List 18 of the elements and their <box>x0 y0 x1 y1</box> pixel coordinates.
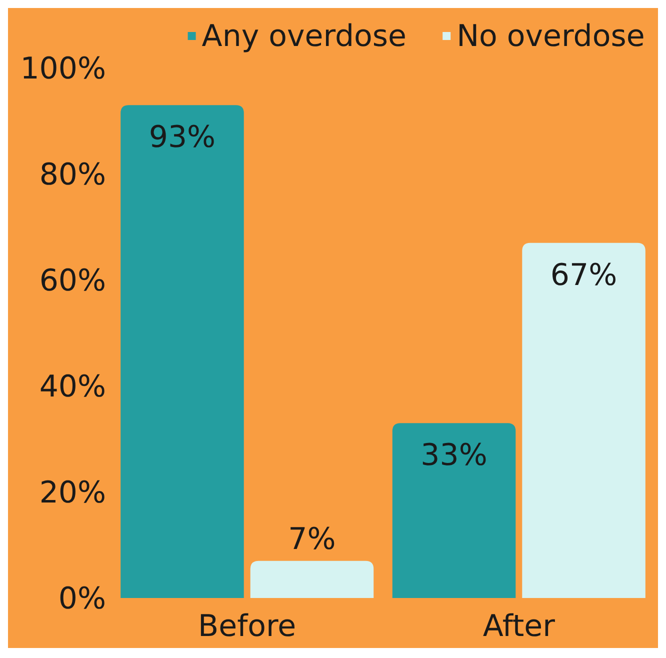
data-label: 93% <box>148 120 216 156</box>
y-tick-label: 20% <box>39 476 106 510</box>
bar <box>120 105 244 598</box>
data-label: 67% <box>550 258 618 293</box>
y-tick-label: 0% <box>58 582 106 616</box>
y-tick-label: 80% <box>39 158 106 192</box>
y-tick-label: 100% <box>20 52 106 86</box>
legend-label: No overdose <box>456 19 645 54</box>
y-tick-label: 60% <box>39 264 106 298</box>
bar <box>250 560 374 598</box>
y-tick-label: 40% <box>39 370 106 404</box>
x-tick-label: After <box>482 609 556 644</box>
data-label: 7% <box>288 522 336 557</box>
legend-label: Any overdose <box>202 19 406 54</box>
x-tick-label: Before <box>198 609 296 644</box>
data-label: 33% <box>420 438 488 474</box>
bar <box>522 242 646 598</box>
bar <box>392 423 516 598</box>
